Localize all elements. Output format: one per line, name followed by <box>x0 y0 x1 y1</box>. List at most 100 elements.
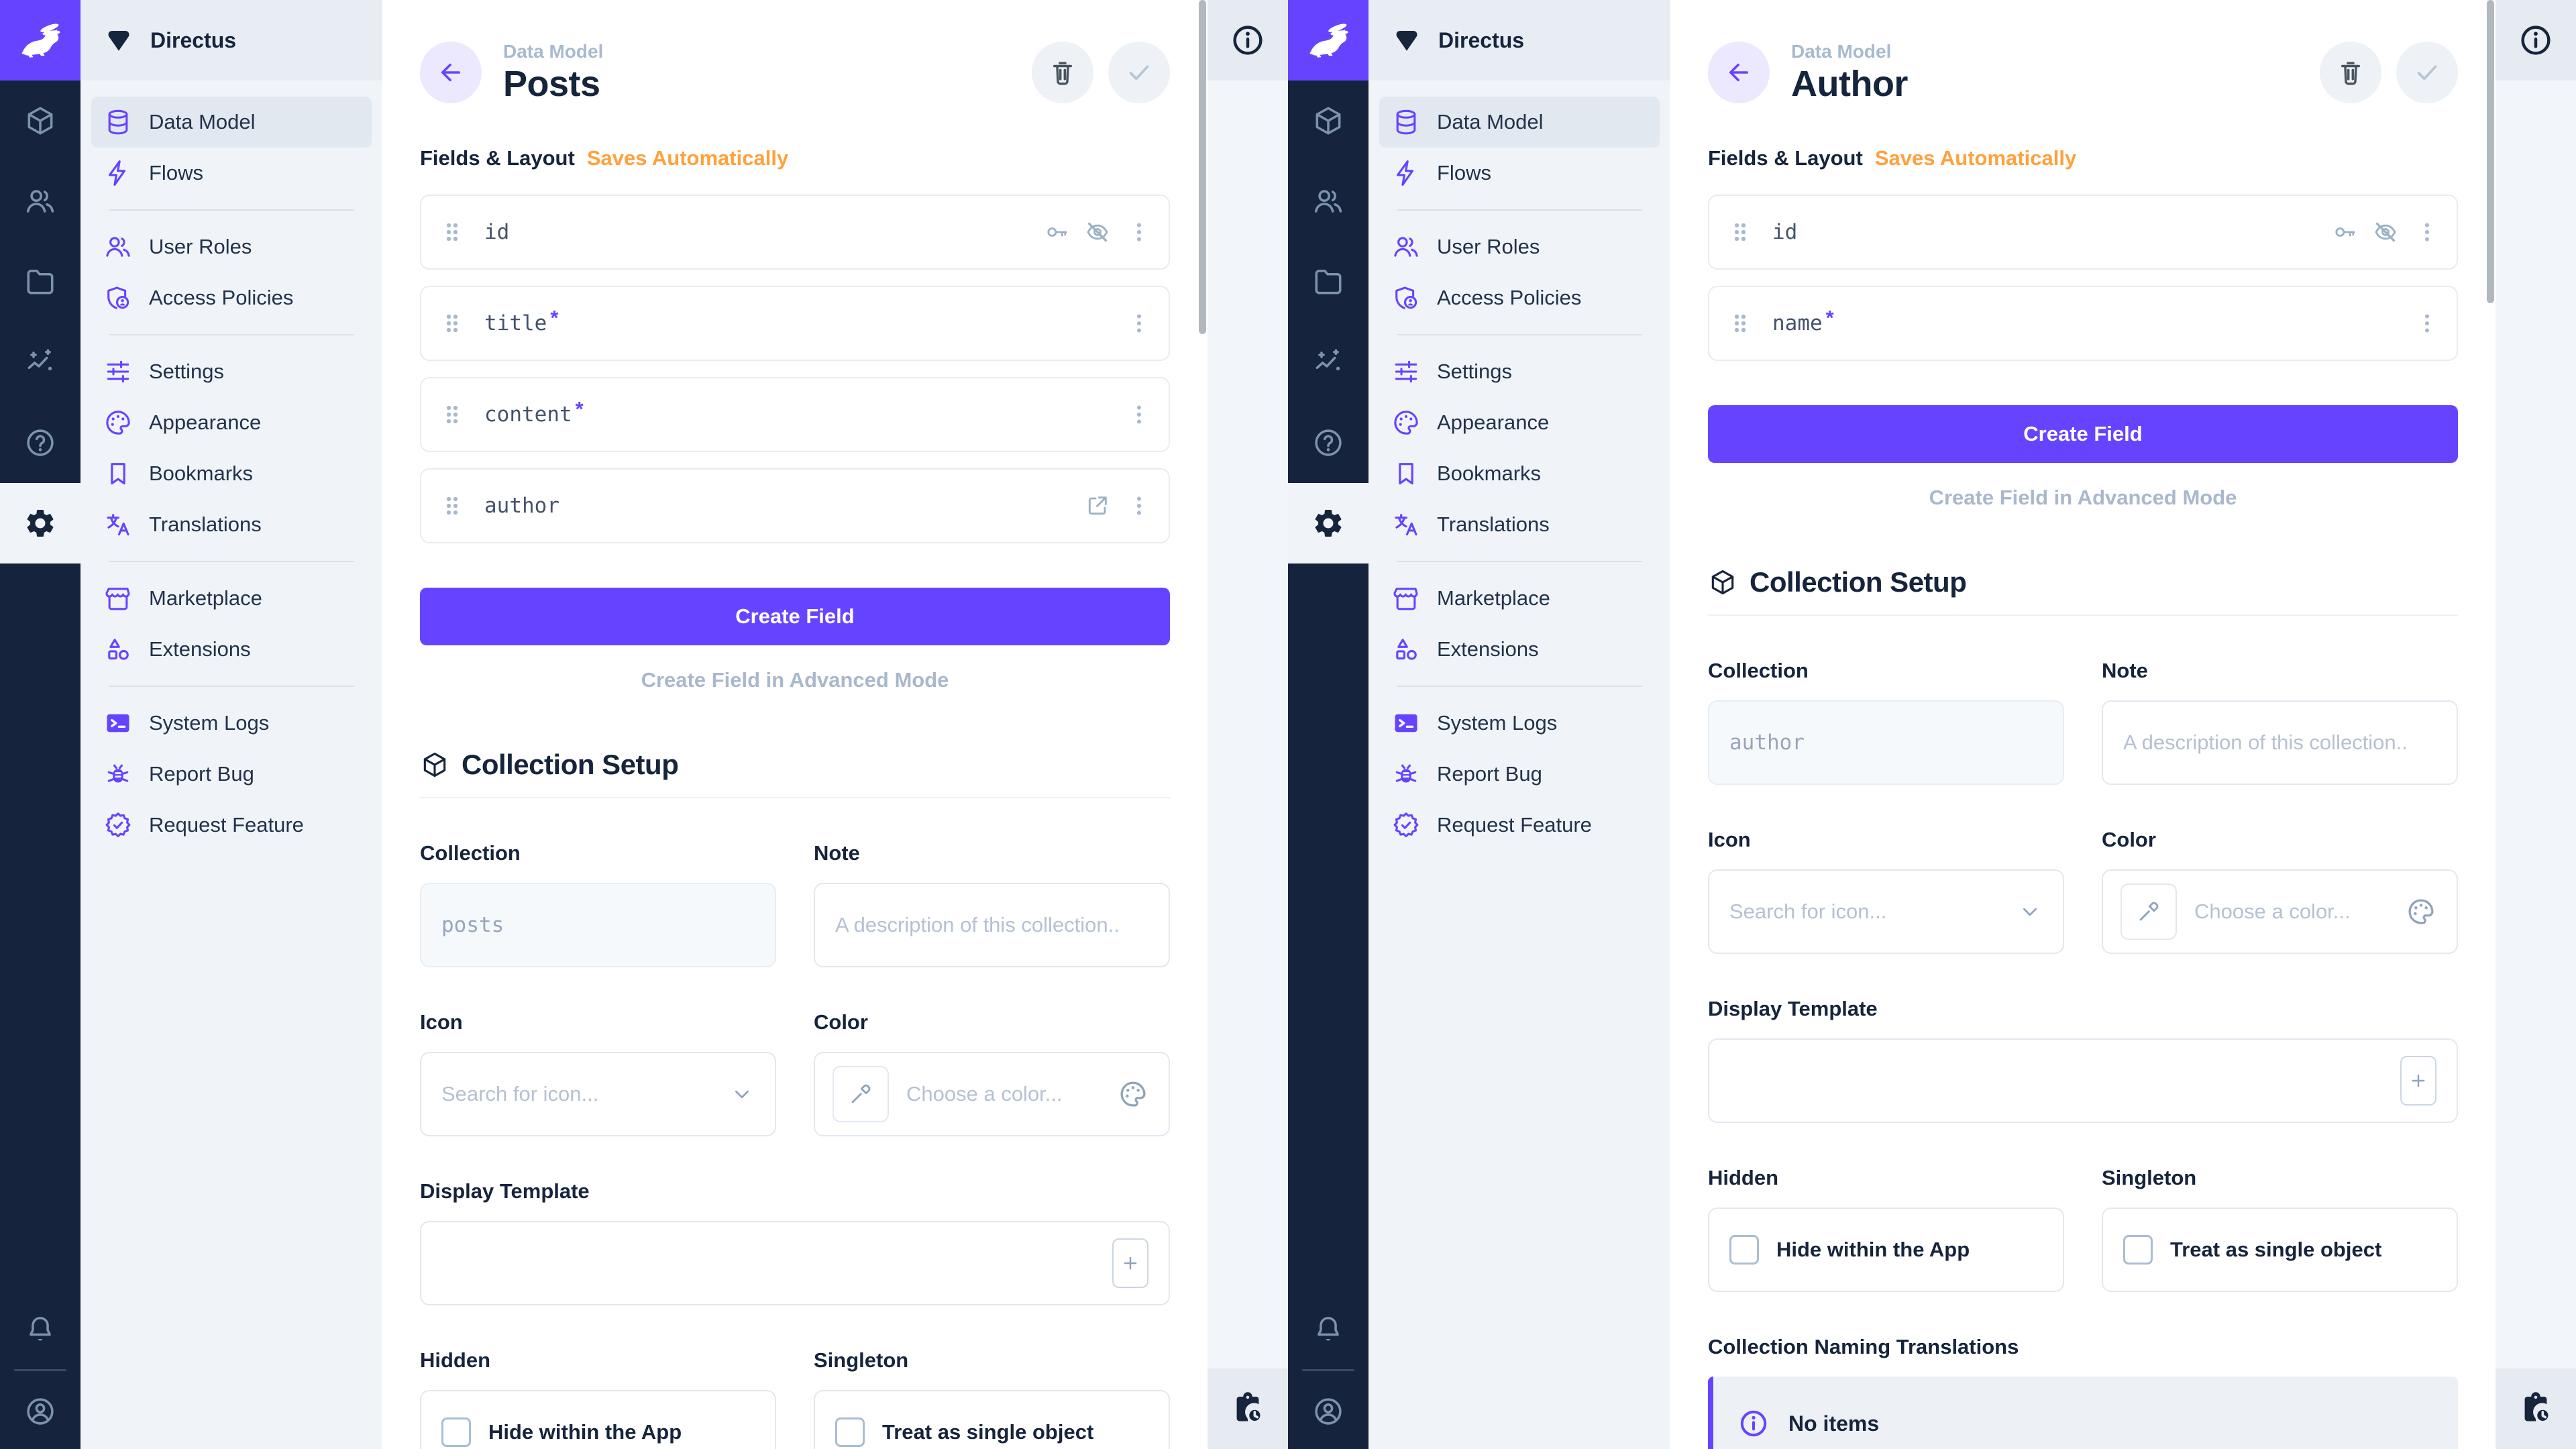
sidebar-item-translations[interactable]: Translations <box>91 499 372 550</box>
breadcrumb[interactable]: Data Model <box>503 41 604 62</box>
drag-handle-icon[interactable] <box>439 492 466 519</box>
sidebar-item-bookmarks[interactable]: Bookmarks <box>1379 448 1660 499</box>
account-button[interactable] <box>0 1374 80 1449</box>
field-row-id[interactable]: id <box>420 195 1170 270</box>
sidebar-item-access-policies[interactable]: Access Policies <box>1379 272 1660 323</box>
sidebar-item-access-policies[interactable]: Access Policies <box>91 272 372 323</box>
delete-collection-button[interactable] <box>2320 42 2381 103</box>
checkbox-icon[interactable] <box>1729 1235 1759 1265</box>
directus-logo[interactable] <box>1288 0 1368 80</box>
project-header[interactable]: Directus <box>80 0 382 80</box>
create-field-button[interactable]: Create Field <box>1708 405 2458 463</box>
add-field-to-template-button[interactable] <box>1112 1238 1148 1288</box>
add-field-to-template-button[interactable] <box>2400 1056 2436 1106</box>
scrollbar-thumb[interactable] <box>1199 0 1206 334</box>
display-template-input[interactable] <box>1708 1038 2458 1123</box>
create-field-button[interactable]: Create Field <box>420 588 1170 645</box>
sidebar-item-system-logs[interactable]: System Logs <box>91 698 372 749</box>
note-input[interactable]: A description of this collection.. <box>2102 700 2458 785</box>
sidebar-item-flows[interactable]: Flows <box>1379 148 1660 199</box>
clipboard-clock-icon[interactable] <box>2518 1391 2554 1427</box>
breadcrumb[interactable]: Data Model <box>1791 41 1892 62</box>
hidden-checkbox-row[interactable]: Hide within the App <box>1708 1208 2064 1292</box>
settings-module[interactable] <box>0 483 80 564</box>
field-menu-button[interactable] <box>1127 311 1151 335</box>
sidebar-item-marketplace[interactable]: Marketplace <box>1379 573 1660 624</box>
save-button[interactable] <box>1108 42 1170 103</box>
sidebar-item-system-logs[interactable]: System Logs <box>1379 698 1660 749</box>
icon-select[interactable]: Search for icon... <box>420 1052 776 1136</box>
eyedropper-button[interactable] <box>833 1066 889 1122</box>
field-menu-button[interactable] <box>2415 311 2439 335</box>
save-button[interactable] <box>2396 42 2458 103</box>
directus-logo[interactable] <box>0 0 80 80</box>
drag-handle-icon[interactable] <box>439 310 466 337</box>
project-header[interactable]: Directus <box>1368 0 1670 80</box>
field-menu-button[interactable] <box>2415 220 2439 244</box>
checkbox-icon[interactable] <box>835 1417 865 1447</box>
account-button[interactable] <box>1288 1374 1368 1449</box>
palette-icon[interactable] <box>1118 1079 1148 1110</box>
content-module[interactable] <box>1288 80 1368 161</box>
eyedropper-button[interactable] <box>2121 883 2177 940</box>
drag-handle-icon[interactable] <box>1727 310 1754 337</box>
delete-collection-button[interactable] <box>1032 42 1093 103</box>
singleton-checkbox-row[interactable]: Treat as single object <box>2102 1208 2458 1292</box>
field-row-name[interactable]: name * <box>1708 286 2458 361</box>
sidebar-item-settings[interactable]: Settings <box>91 346 372 397</box>
sidebar-item-report-bug[interactable]: Report Bug <box>1379 749 1660 800</box>
sidebar-item-extensions[interactable]: Extensions <box>1379 624 1660 675</box>
notifications-button[interactable] <box>0 1291 80 1366</box>
field-row-title[interactable]: title * <box>420 286 1170 361</box>
palette-icon[interactable] <box>2406 896 2436 927</box>
field-menu-button[interactable] <box>1127 494 1151 518</box>
info-icon[interactable] <box>2518 22 2554 58</box>
sidebar-item-appearance[interactable]: Appearance <box>91 397 372 448</box>
create-field-advanced-link[interactable]: Create Field in Advanced Mode <box>641 668 949 692</box>
info-icon[interactable] <box>1230 22 1266 58</box>
drag-handle-icon[interactable] <box>439 401 466 428</box>
user-directory-module[interactable] <box>1288 161 1368 241</box>
display-template-input[interactable] <box>420 1221 1170 1305</box>
sidebar-item-appearance[interactable]: Appearance <box>1379 397 1660 448</box>
insights-module[interactable] <box>0 322 80 402</box>
sidebar-item-report-bug[interactable]: Report Bug <box>91 749 372 800</box>
icon-select[interactable]: Search for icon... <box>1708 869 2064 954</box>
help-module[interactable] <box>0 402 80 483</box>
singleton-checkbox-row[interactable]: Treat as single object <box>814 1390 1170 1449</box>
color-input[interactable]: Choose a color... <box>814 1052 1170 1136</box>
checkbox-icon[interactable] <box>441 1417 471 1447</box>
help-module[interactable] <box>1288 402 1368 483</box>
clipboard-clock-icon[interactable] <box>1230 1391 1266 1427</box>
sidebar-item-marketplace[interactable]: Marketplace <box>91 573 372 624</box>
sidebar-item-user-roles[interactable]: User Roles <box>91 221 372 272</box>
color-input[interactable]: Choose a color... <box>2102 869 2458 954</box>
sidebar-item-user-roles[interactable]: User Roles <box>1379 221 1660 272</box>
sidebar-item-settings[interactable]: Settings <box>1379 346 1660 397</box>
field-row-content[interactable]: content * <box>420 377 1170 452</box>
back-button[interactable] <box>420 42 482 103</box>
checkbox-icon[interactable] <box>2123 1235 2153 1265</box>
hidden-checkbox-row[interactable]: Hide within the App <box>420 1390 776 1449</box>
sidebar-item-bookmarks[interactable]: Bookmarks <box>91 448 372 499</box>
sidebar-item-request-feature[interactable]: Request Feature <box>1379 800 1660 851</box>
user-directory-module[interactable] <box>0 161 80 241</box>
note-input[interactable]: A description of this collection.. <box>814 883 1170 967</box>
drag-handle-icon[interactable] <box>439 219 466 246</box>
sidebar-item-request-feature[interactable]: Request Feature <box>91 800 372 851</box>
drag-handle-icon[interactable] <box>1727 219 1754 246</box>
create-field-advanced-link[interactable]: Create Field in Advanced Mode <box>1929 486 2237 509</box>
sidebar-item-flows[interactable]: Flows <box>91 148 372 199</box>
content-module[interactable] <box>0 80 80 161</box>
sidebar-item-data-model[interactable]: Data Model <box>1379 97 1660 148</box>
field-menu-button[interactable] <box>1127 402 1151 427</box>
file-library-module[interactable] <box>1288 241 1368 322</box>
sidebar-item-translations[interactable]: Translations <box>1379 499 1660 550</box>
sidebar-item-data-model[interactable]: Data Model <box>91 97 372 148</box>
insights-module[interactable] <box>1288 322 1368 402</box>
field-row-author[interactable]: author <box>420 468 1170 543</box>
sidebar-item-extensions[interactable]: Extensions <box>91 624 372 675</box>
file-library-module[interactable] <box>0 241 80 322</box>
settings-module[interactable] <box>1288 483 1368 564</box>
field-row-id[interactable]: id <box>1708 195 2458 270</box>
